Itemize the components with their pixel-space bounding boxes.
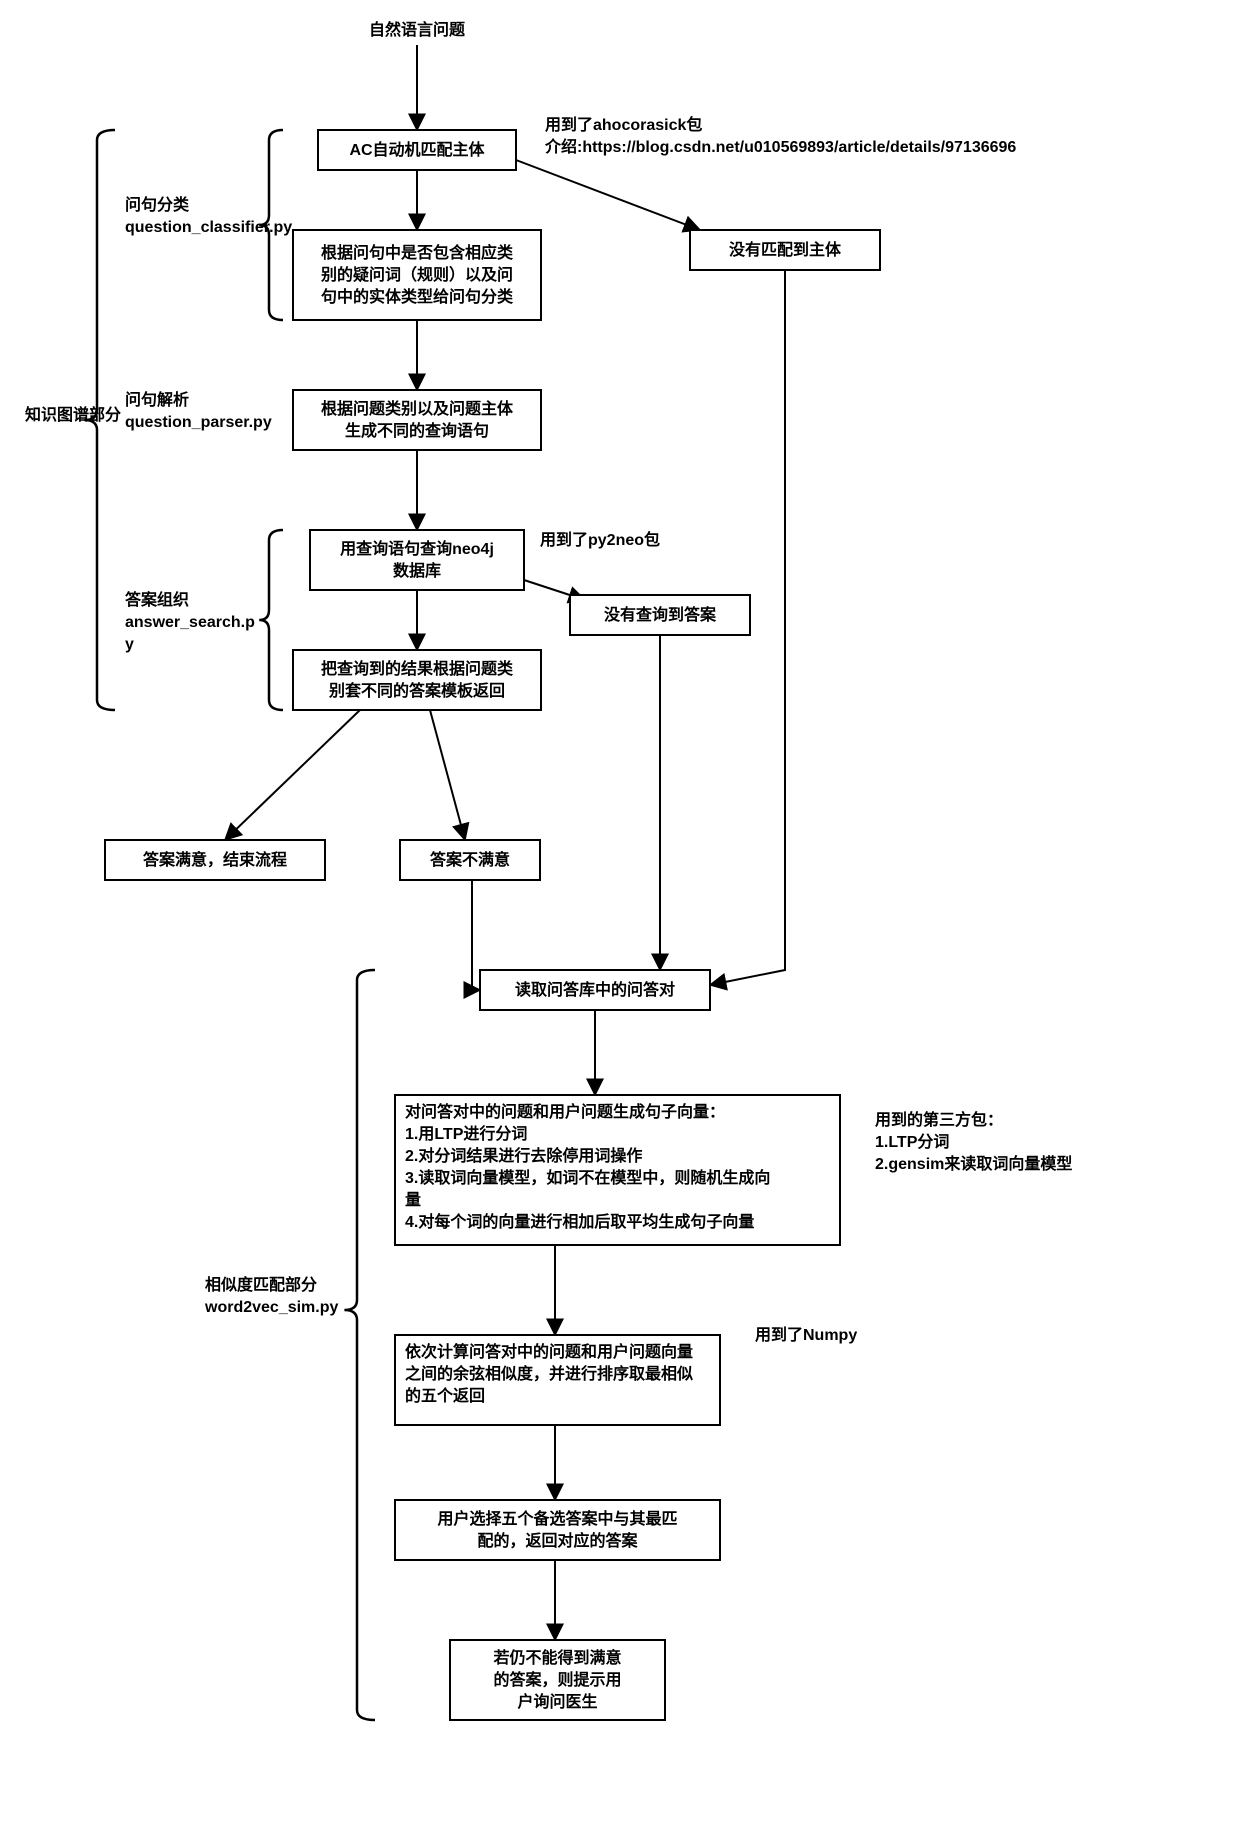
node-text: 的答案，则提示用 bbox=[493, 1670, 621, 1689]
node-unsatisfied: 答案不满意 bbox=[400, 840, 540, 880]
node-text: 自然语言问题 bbox=[369, 20, 466, 39]
label-parser_lbl: 问句解析 question_parser.py bbox=[125, 390, 272, 431]
node-parser: 根据问题类别以及问题主体生成不同的查询语句 bbox=[293, 390, 541, 450]
node-satisfied: 答案满意，结束流程 bbox=[105, 840, 325, 880]
label-sim_section: 相似度匹配部分 word2vec_sim.py bbox=[204, 1275, 339, 1316]
node-text: 2.对分词结果进行去除停用词操作 bbox=[405, 1146, 642, 1165]
node-text: AC自动机匹配主体 bbox=[349, 140, 485, 159]
node-text: 读取问答库中的问答对 bbox=[515, 980, 675, 999]
node-text: 没有查询到答案 bbox=[604, 605, 717, 624]
node-text: 量 bbox=[405, 1191, 421, 1209]
node-vector: 对问答对中的问题和用户问题生成句子向量： 1.用LTP进行分词 2.对分词结果进行去… bbox=[395, 1095, 840, 1245]
label-py2neo: 用到了py2neo包 bbox=[540, 530, 660, 549]
node-text: 别套不同的答案模板返回 bbox=[328, 681, 505, 700]
node-text: 对问答对中的问题和用户问题生成句子向量： bbox=[405, 1102, 725, 1121]
label-text: answer_search.p bbox=[125, 614, 255, 631]
node-text: 没有匹配到主体 bbox=[729, 240, 842, 259]
label-text: question_classifier.py bbox=[125, 219, 292, 236]
label-text: 知识图谱部分 bbox=[25, 405, 121, 424]
node-text: 1.用LTP进行分词 bbox=[405, 1124, 527, 1143]
node-text: 之间的余弦相似度，并进行排序取最相似 bbox=[405, 1364, 693, 1383]
node-neo4j: 用查询语句查询neo4j 数据库 bbox=[310, 530, 524, 590]
node-choose: 用户选择五个备选答案中与其最匹配的，返回对应的答案 bbox=[395, 1500, 720, 1560]
flowchart-canvas: 自然语言问题 AC自动机匹配主体根据问句中是否包含相应类别的疑问词（规则）以及问句… bbox=[0, 0, 1240, 1827]
node-text: 3.读取词向量模型，如词不在模型中，则随机生成向 bbox=[405, 1168, 770, 1187]
label-text: 用到了ahocorasick包 bbox=[545, 115, 702, 134]
label-numpy: 用到了Numpy bbox=[755, 1326, 857, 1344]
label-text: 问句分类 bbox=[125, 195, 190, 214]
node-text: 用查询语句查询neo4j bbox=[340, 539, 494, 558]
label-text: 1.LTP分词 bbox=[875, 1133, 949, 1151]
edge bbox=[472, 880, 480, 990]
label-third_party: 用到的第三方包： 1.LTP分词 2.gensim来读取词向量模型 bbox=[875, 1110, 1072, 1173]
brace bbox=[344, 970, 375, 1720]
node-text: 依次计算问答对中的问题和用户问题向量 bbox=[405, 1342, 693, 1361]
label-text: 用到了py2neo包 bbox=[540, 530, 660, 549]
label-answer_search: 答案组织 answer_search.py bbox=[125, 590, 255, 653]
node-ac_match: AC自动机匹配主体 bbox=[318, 130, 516, 170]
label-text: 用到了Numpy bbox=[755, 1326, 857, 1344]
node-text: 答案满意，结束流程 bbox=[143, 850, 287, 869]
node-text: 配的，返回对应的答案 bbox=[477, 1531, 638, 1550]
node-read_qa: 读取问答库中的问答对 bbox=[480, 970, 710, 1010]
node-no_answer: 没有查询到答案 bbox=[570, 595, 750, 635]
node-text: 生成不同的查询语句 bbox=[345, 421, 489, 440]
node-text: 数据库 bbox=[393, 561, 441, 580]
label-text: 介绍:https://blog.csdn.net/u010569893/arti… bbox=[544, 137, 1016, 156]
node-text: 句中的实体类型给问句分类 bbox=[321, 287, 514, 306]
node-text: 户询问医生 bbox=[517, 1692, 597, 1711]
node-start: 自然语言问题 bbox=[369, 20, 466, 39]
node-text: 根据问句中是否包含相应类 bbox=[321, 243, 514, 262]
label-text: word2vec_sim.py bbox=[204, 1299, 339, 1316]
label-text: 用到的第三方包： bbox=[875, 1110, 1003, 1129]
node-text: 的五个返回 bbox=[405, 1386, 485, 1405]
node-text: 把查询到的结果根据问题类 bbox=[321, 659, 514, 678]
node-text: 用户选择五个备选答案中与其最匹 bbox=[437, 1509, 677, 1528]
label-text: 2.gensim来读取词向量模型 bbox=[875, 1154, 1072, 1173]
edge bbox=[225, 710, 360, 840]
node-text: 别的疑问词（规则）以及问 bbox=[320, 265, 513, 284]
node-doctor: 若仍不能得到满意的答案，则提示用户询问医生 bbox=[450, 1640, 665, 1720]
label-classifier: 问句分类 question_classifier.py bbox=[125, 195, 292, 236]
label-text: 问句解析 bbox=[125, 390, 189, 409]
label-kg_section: 知识图谱部分 bbox=[25, 405, 121, 424]
node-cosine: 依次计算问答对中的问题和用户问题向量之间的余弦相似度，并进行排序取最相似的五个返… bbox=[395, 1335, 720, 1425]
edge bbox=[516, 160, 700, 230]
node-text: 答案不满意 bbox=[430, 850, 510, 869]
label-text: 答案组织 bbox=[125, 590, 189, 609]
edge bbox=[430, 710, 465, 840]
label-text: question_parser.py bbox=[125, 414, 272, 431]
node-text: 4.对每个词的向量进行相加后取平均生成句子向量 bbox=[405, 1212, 754, 1231]
label-text: 相似度匹配部分 bbox=[205, 1275, 317, 1294]
node-text: 若仍不能得到满意 bbox=[492, 1648, 621, 1667]
node-classify: 根据问句中是否包含相应类别的疑问词（规则）以及问句中的实体类型给问句分类 bbox=[293, 230, 541, 320]
brace bbox=[259, 530, 283, 710]
label-text: y bbox=[125, 636, 134, 653]
node-no_match: 没有匹配到主体 bbox=[690, 230, 880, 270]
node-text: 根据问题类别以及问题主体 bbox=[321, 399, 514, 418]
node-template: 把查询到的结果根据问题类别套不同的答案模板返回 bbox=[293, 650, 541, 710]
label-ac_note: 用到了ahocorasick包介绍:https://blog.csdn.net/… bbox=[544, 115, 1016, 156]
